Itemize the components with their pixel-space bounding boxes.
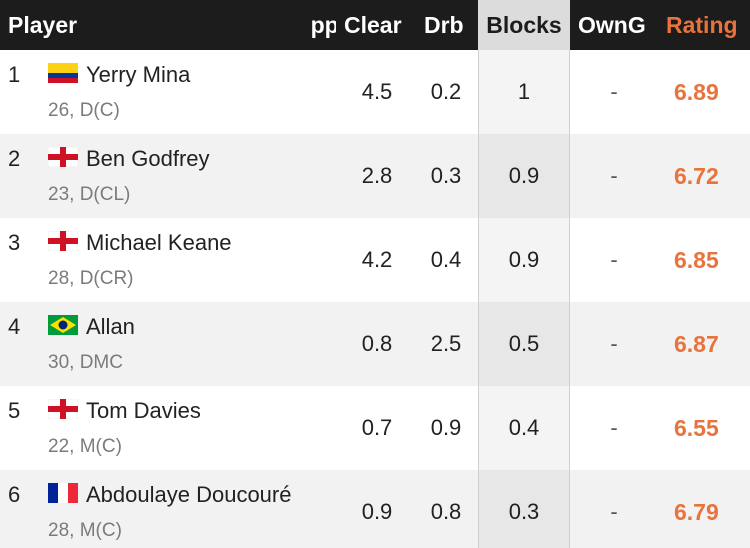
player-age-position: 26, D(C) [48, 100, 120, 121]
column-header-owng[interactable]: OwnG [578, 12, 646, 38]
stat-dribbled-past: 0.8 [430, 499, 462, 524]
player-rank: 3 [8, 230, 21, 255]
stat-dribbled-past: 2.5 [430, 331, 462, 356]
player-rank: 2 [8, 146, 21, 171]
column-header-apps[interactable]: Apps [312, 12, 336, 38]
player-rating: 6.79 [674, 499, 719, 525]
stat-own-goals: - [610, 163, 618, 188]
player-name-link[interactable]: Yerry Mina [86, 62, 191, 87]
column-header-player[interactable]: Player [8, 12, 78, 38]
stat-own-goals: - [610, 499, 618, 524]
table-row[interactable]: 5 Tom Davies 22, M(C) 0.7 0.9 0.4 - 6.55 [0, 386, 750, 470]
player-rating: 6.72 [674, 163, 719, 189]
stat-blocks: 0.9 [508, 247, 540, 272]
player-rank: 1 [8, 62, 21, 87]
brazil-flag-icon [48, 315, 78, 335]
table-row[interactable]: 3 Michael Keane 28, D(CR) 4.2 0.4 0.9 - 6.85 [0, 218, 750, 302]
player-age-position: 28, D(CR) [48, 268, 134, 289]
stat-own-goals: - [610, 79, 618, 104]
column-header-rating[interactable]: Rating [666, 12, 738, 38]
stat-clearances: 2.8 [361, 163, 393, 188]
stat-blocks: 0.5 [508, 331, 540, 356]
column-header-clear[interactable]: Clear [344, 12, 402, 38]
player-age-position: 28, M(C) [48, 520, 122, 541]
stat-clearances: 0.8 [361, 331, 393, 356]
player-name-link[interactable]: Allan [86, 314, 135, 339]
england-flag-icon [47, 146, 79, 168]
stat-clearances: 4.5 [361, 79, 393, 104]
stat-blocks: 0.9 [508, 163, 540, 188]
player-rating: 6.85 [674, 247, 719, 273]
stat-clearances: 0.7 [361, 415, 393, 440]
player-name-link[interactable]: Michael Keane [86, 230, 232, 255]
player-rank: 5 [8, 398, 21, 423]
stat-own-goals: - [610, 247, 618, 272]
stat-blocks: 0.4 [508, 415, 540, 440]
table-row[interactable]: 2 Ben Godfrey 23, D(CL) 2.8 0.3 0.9 - 6.72 [0, 134, 750, 218]
england-flag-icon [47, 230, 79, 252]
player-rating: 6.87 [674, 331, 719, 357]
stat-dribbled-past: 0.3 [430, 163, 462, 188]
player-age-position: 30, DMC [48, 352, 123, 373]
player-name-link[interactable]: Ben Godfrey [86, 146, 210, 171]
table-row[interactable]: 4 Allan 30, DMC 0.8 2.5 0.5 - 6.87 [0, 302, 750, 386]
stat-blocks: 1 [517, 79, 531, 104]
player-name-link[interactable]: Tom Davies [86, 398, 201, 423]
column-header-drb[interactable]: Drb [424, 12, 464, 38]
player-rank: 6 [8, 482, 21, 507]
player-name-link[interactable]: Abdoulaye Doucouré [86, 482, 292, 507]
player-rank: 4 [8, 314, 21, 339]
blocks-column-highlight [478, 50, 570, 548]
stat-dribbled-past: 0.4 [430, 247, 462, 272]
stat-clearances: 4.2 [361, 247, 393, 272]
column-header-blocks[interactable]: Blocks [478, 0, 570, 50]
player-age-position: 22, M(C) [48, 436, 122, 457]
france-flag-icon [48, 483, 78, 503]
colombia-flag-icon [48, 63, 78, 83]
stat-clearances: 0.9 [361, 499, 393, 524]
player-rating: 6.89 [674, 79, 719, 105]
table-header: Player Apps Clear Drb Blocks OwnG Rating [0, 0, 750, 50]
england-flag-icon [47, 398, 79, 420]
table-row[interactable]: 1 Yerry Mina 26, D(C) 4.5 0.2 1 - 6.89 [0, 50, 750, 134]
stat-own-goals: - [610, 415, 618, 440]
stat-dribbled-past: 0.2 [430, 79, 462, 104]
stat-own-goals: - [610, 331, 618, 356]
stat-blocks: 0.3 [508, 499, 540, 524]
stat-dribbled-past: 0.9 [430, 415, 462, 440]
player-rating: 6.55 [674, 415, 719, 441]
player-age-position: 23, D(CL) [48, 184, 131, 205]
table-row[interactable]: 6 Abdoulaye Doucouré 28, M(C) 0.9 0.8 0.3 - 6.7… [0, 470, 750, 548]
